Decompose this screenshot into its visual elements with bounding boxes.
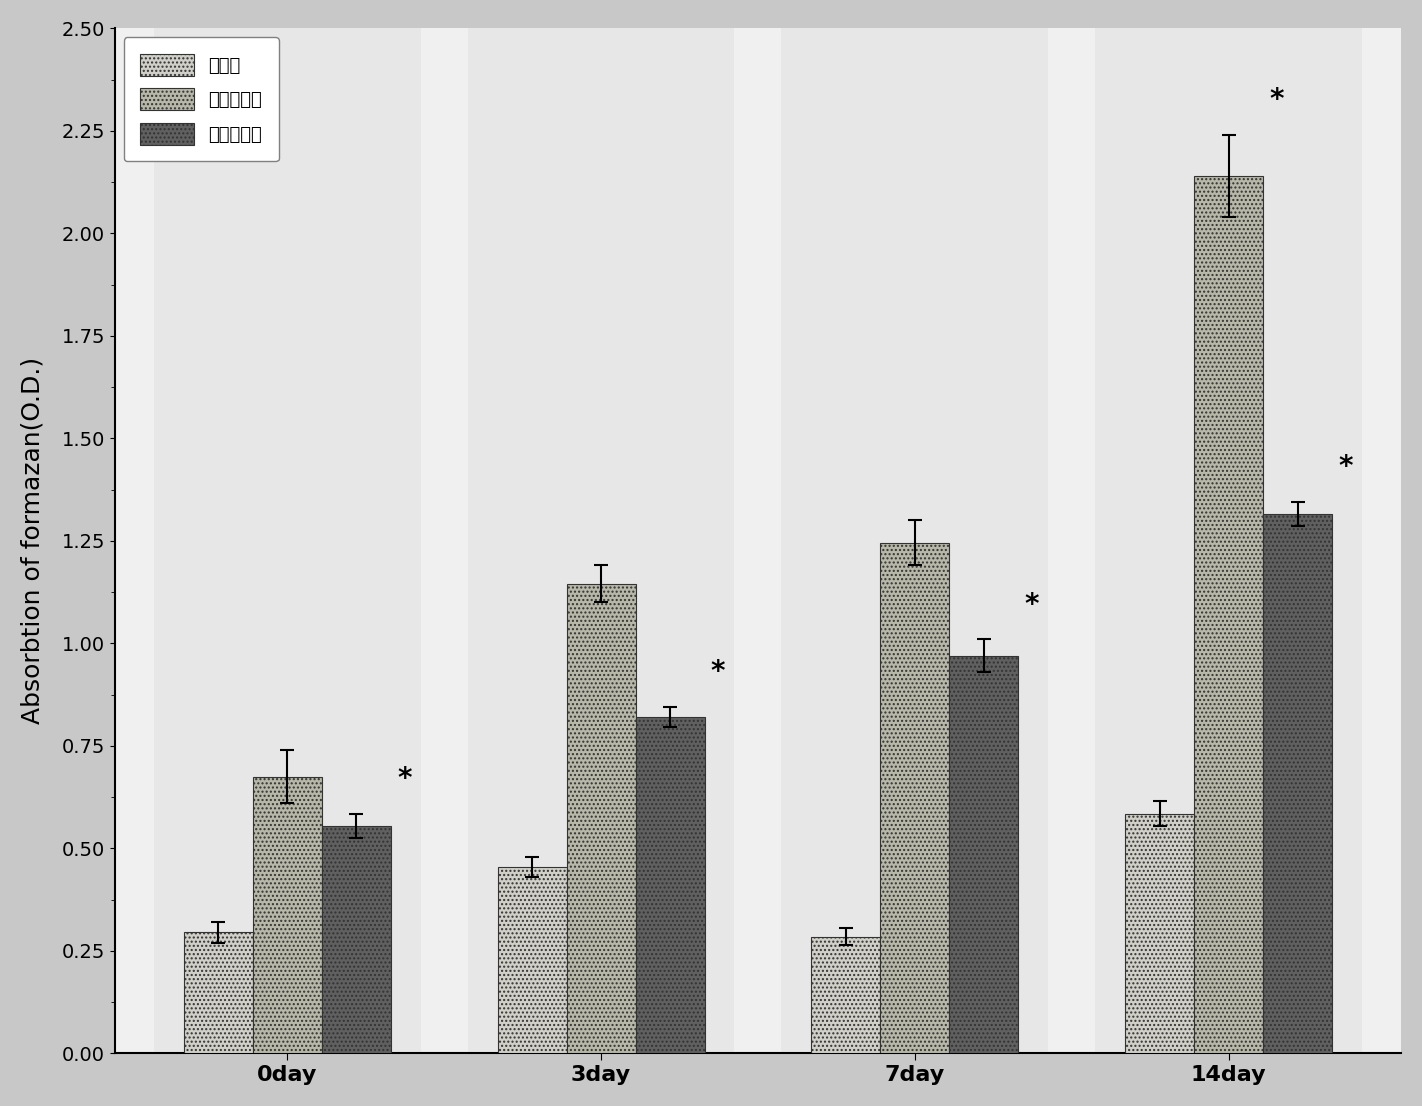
Bar [566,584,636,1053]
Bar [636,717,705,1053]
Bar [1095,29,1362,1053]
Bar [782,29,1048,1053]
Bar [812,937,880,1053]
Bar [880,543,950,1053]
Bar [498,867,566,1053]
Bar [183,932,253,1053]
Bar [1125,814,1194,1053]
Bar [154,29,421,1053]
Text: *: * [1270,86,1284,114]
Bar [1263,514,1332,1053]
Bar [253,776,321,1053]
Text: *: * [711,658,725,687]
Text: *: * [1338,453,1352,481]
Bar [468,29,734,1053]
Legend: 空白组, 有孔复合膜, 无孔复合膜: 空白组, 有孔复合膜, 无孔复合膜 [124,38,279,161]
Text: *: * [397,765,411,793]
Y-axis label: Absorbtion of formazan(O.D.): Absorbtion of formazan(O.D.) [21,357,46,724]
Text: *: * [1025,591,1039,618]
Bar [950,656,1018,1053]
Bar [1194,176,1263,1053]
Bar [321,826,391,1053]
